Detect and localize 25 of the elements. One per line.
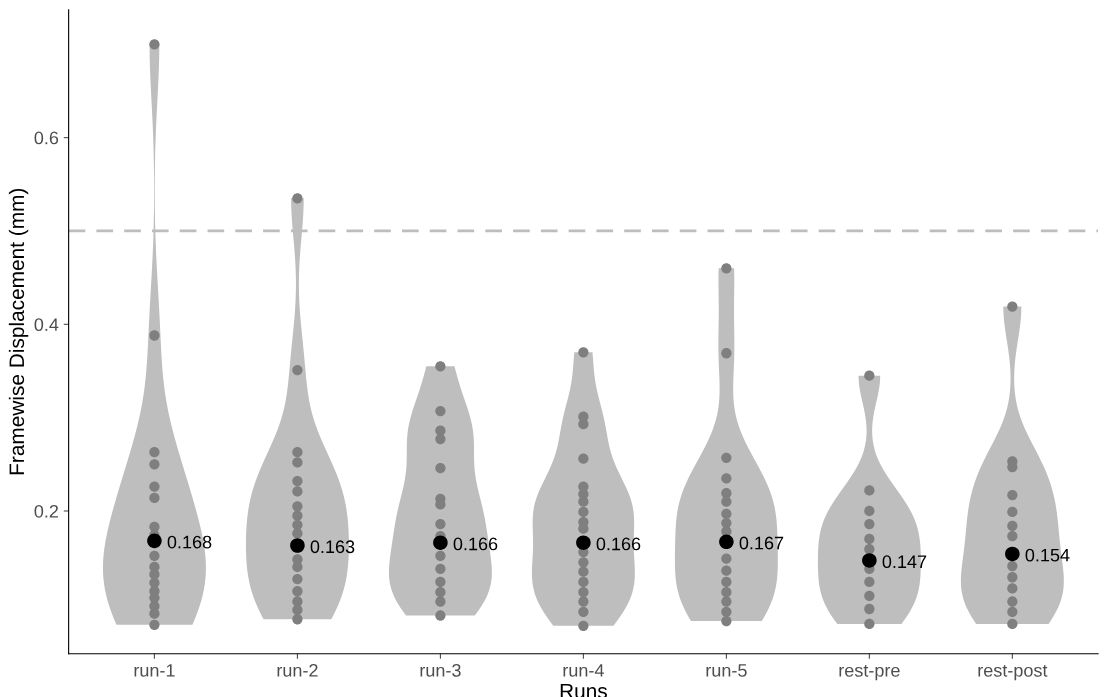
data-label: 0.147 xyxy=(882,555,927,569)
data-label: 0.166 xyxy=(596,537,641,551)
point xyxy=(1005,546,1020,562)
point xyxy=(862,553,877,568)
data-label: 0.168 xyxy=(167,535,212,549)
data-label: 0.154 xyxy=(1025,548,1070,562)
y-axis-title: Framewise Displacement (mm) xyxy=(8,188,29,475)
point xyxy=(576,535,591,550)
y-tick-label: 0.2 xyxy=(34,504,59,518)
y-tick-label: 0.4 xyxy=(34,318,59,332)
x-tick-label: run-4 xyxy=(563,664,604,677)
data-label: 0.166 xyxy=(453,537,498,551)
point xyxy=(290,538,305,553)
x-tick-label: rest-post xyxy=(978,664,1048,681)
x-tick-label: run-3 xyxy=(420,663,461,677)
y-tick-label: 0.6 xyxy=(34,131,59,145)
data-label: 0.167 xyxy=(739,536,784,550)
point xyxy=(147,533,162,549)
x-tick-label: run-2 xyxy=(277,663,318,677)
x-tick-label: rest-pre xyxy=(839,664,900,681)
data-label: 0.163 xyxy=(310,540,355,554)
point xyxy=(719,534,734,550)
x-tick-label: run-5 xyxy=(706,664,747,677)
x-tick-label: run-1 xyxy=(134,664,175,677)
point xyxy=(433,535,448,550)
